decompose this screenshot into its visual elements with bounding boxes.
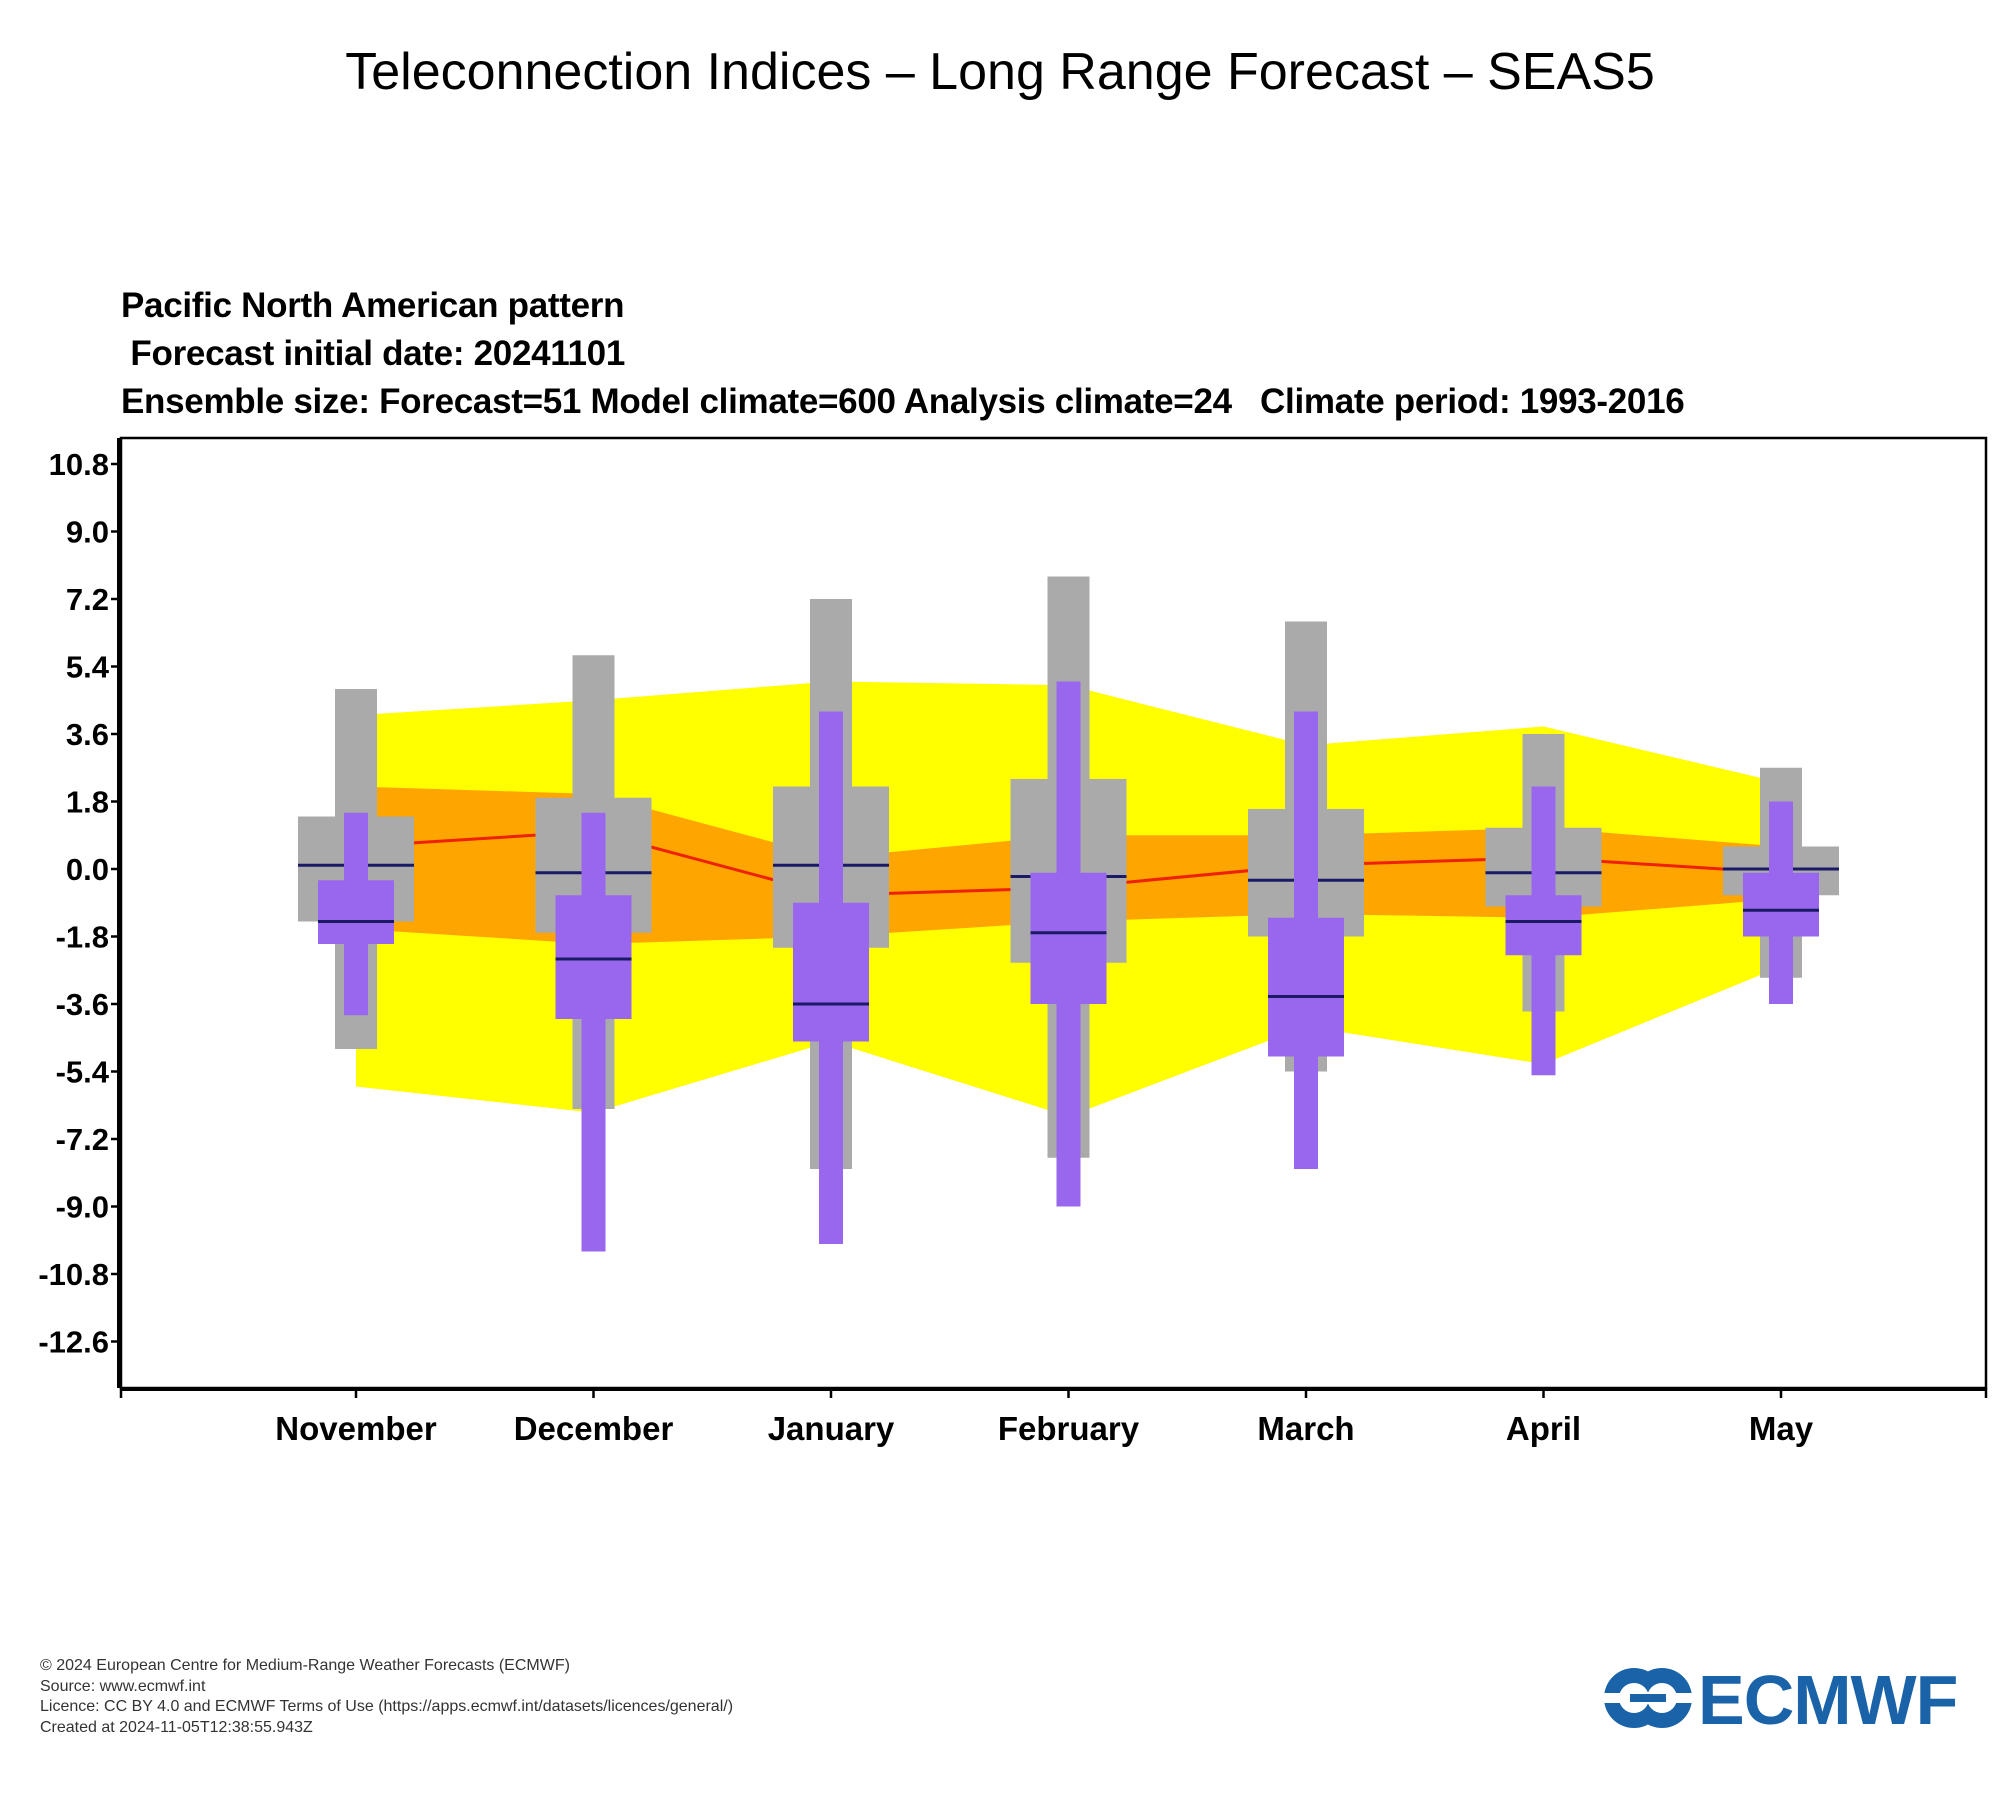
ecmwf-logo-icon (1600, 1668, 1696, 1728)
y-tick-label: -10.8 (38, 1257, 109, 1292)
y-tick-label: 0.0 (66, 852, 109, 887)
footer-licence: Licence: CC BY 4.0 and ECMWF Terms of Us… (40, 1698, 734, 1715)
y-tick-label: 7.2 (66, 582, 109, 617)
forecast-april-box (1505, 895, 1582, 956)
x-tick-label: May (1749, 1410, 1814, 1447)
y-tick-label: -12.6 (38, 1325, 109, 1360)
forecast-november-box (318, 880, 394, 944)
x-tick-label: January (768, 1410, 895, 1447)
axes-layer: 10.8 9.0 7.2 5.4 3.6 1.8 0.0 -1.8 -3.6 -5.4 -7.2 -9… (38, 447, 1813, 1447)
y-tick-label: -1.8 (56, 920, 109, 955)
forecast-january-box (793, 902, 869, 1042)
y-tick-label: 9.0 (66, 515, 109, 550)
x-tick-label: December (514, 1410, 674, 1447)
y-tick-label: -5.4 (56, 1055, 110, 1090)
forecast-december-box (555, 895, 632, 1019)
y-tick-label: -3.6 (56, 987, 109, 1022)
x-tick-label: February (998, 1410, 1140, 1447)
footer: © 2024 European Centre for Medium-Range … (40, 1656, 733, 1738)
y-tick-label: -7.2 (56, 1122, 109, 1157)
y-tick-label: 10.8 (49, 447, 109, 482)
chart-title: Pacific North American pattern (121, 286, 625, 325)
forecast-march-box (1268, 917, 1344, 1057)
forecast-layer (318, 681, 1819, 1252)
plot-frame-layer (117, 436, 1988, 1398)
page-title: Teleconnection Indices – Long Range Fore… (345, 43, 1655, 101)
x-tick-label: April (1506, 1410, 1581, 1447)
footer-source: Source: www.ecmwf.int (40, 1677, 206, 1695)
x-tick-label: March (1257, 1410, 1354, 1447)
forecast-december-whisker (581, 812, 606, 1252)
footer-created: Created at 2024-11-05T12:38:55.943Z (40, 1718, 313, 1736)
x-tick-label: November (275, 1410, 437, 1447)
y-tick-label: 3.6 (66, 717, 109, 752)
forecast-initial-date: Forecast initial date: 20241101 (121, 334, 626, 373)
forecast-february-box (1030, 872, 1107, 1004)
ensemble-size-info: Ensemble size: Forecast=51 Model climate… (121, 382, 1685, 421)
forecast-may-box (1743, 872, 1819, 937)
y-tick-label: 5.4 (66, 650, 110, 685)
ecmwf-logo-text: ECMWF (1698, 1661, 1958, 1739)
y-tick-label: -9.0 (56, 1190, 109, 1225)
y-tick-label: 1.8 (66, 785, 109, 820)
footer-copyright: © 2024 European Centre for Medium-Range … (40, 1657, 570, 1674)
ecmwf-logo: ECMWF (1600, 1661, 1972, 1739)
